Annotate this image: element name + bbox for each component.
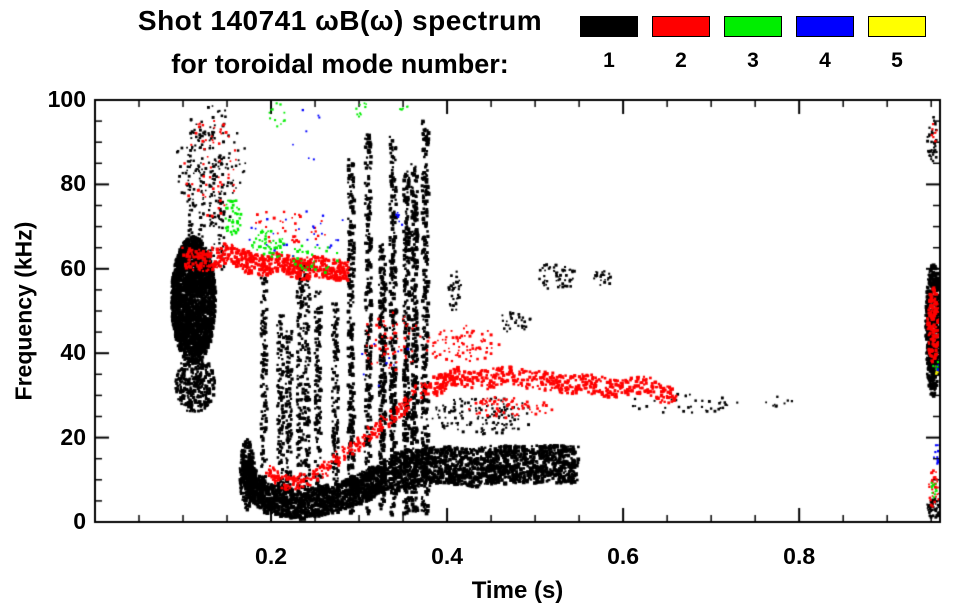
y-axis-label: Frequency (kHz) <box>10 221 37 401</box>
y-tick-label: 40 <box>60 339 86 366</box>
x-axis-label: Time (s) <box>471 577 564 604</box>
x-tick-label: 0.2 <box>255 543 288 569</box>
x-tick-label: 0.6 <box>607 543 640 569</box>
y-tick-label: 20 <box>60 423 86 450</box>
y-tick-label: 0 <box>73 508 86 534</box>
x-tick-label: 0.8 <box>783 543 816 569</box>
y-tick-label: 80 <box>60 170 86 197</box>
y-tick-label: 60 <box>60 254 86 281</box>
x-tick-label: 0.4 <box>431 543 464 569</box>
y-tick-label: 100 <box>47 86 86 112</box>
